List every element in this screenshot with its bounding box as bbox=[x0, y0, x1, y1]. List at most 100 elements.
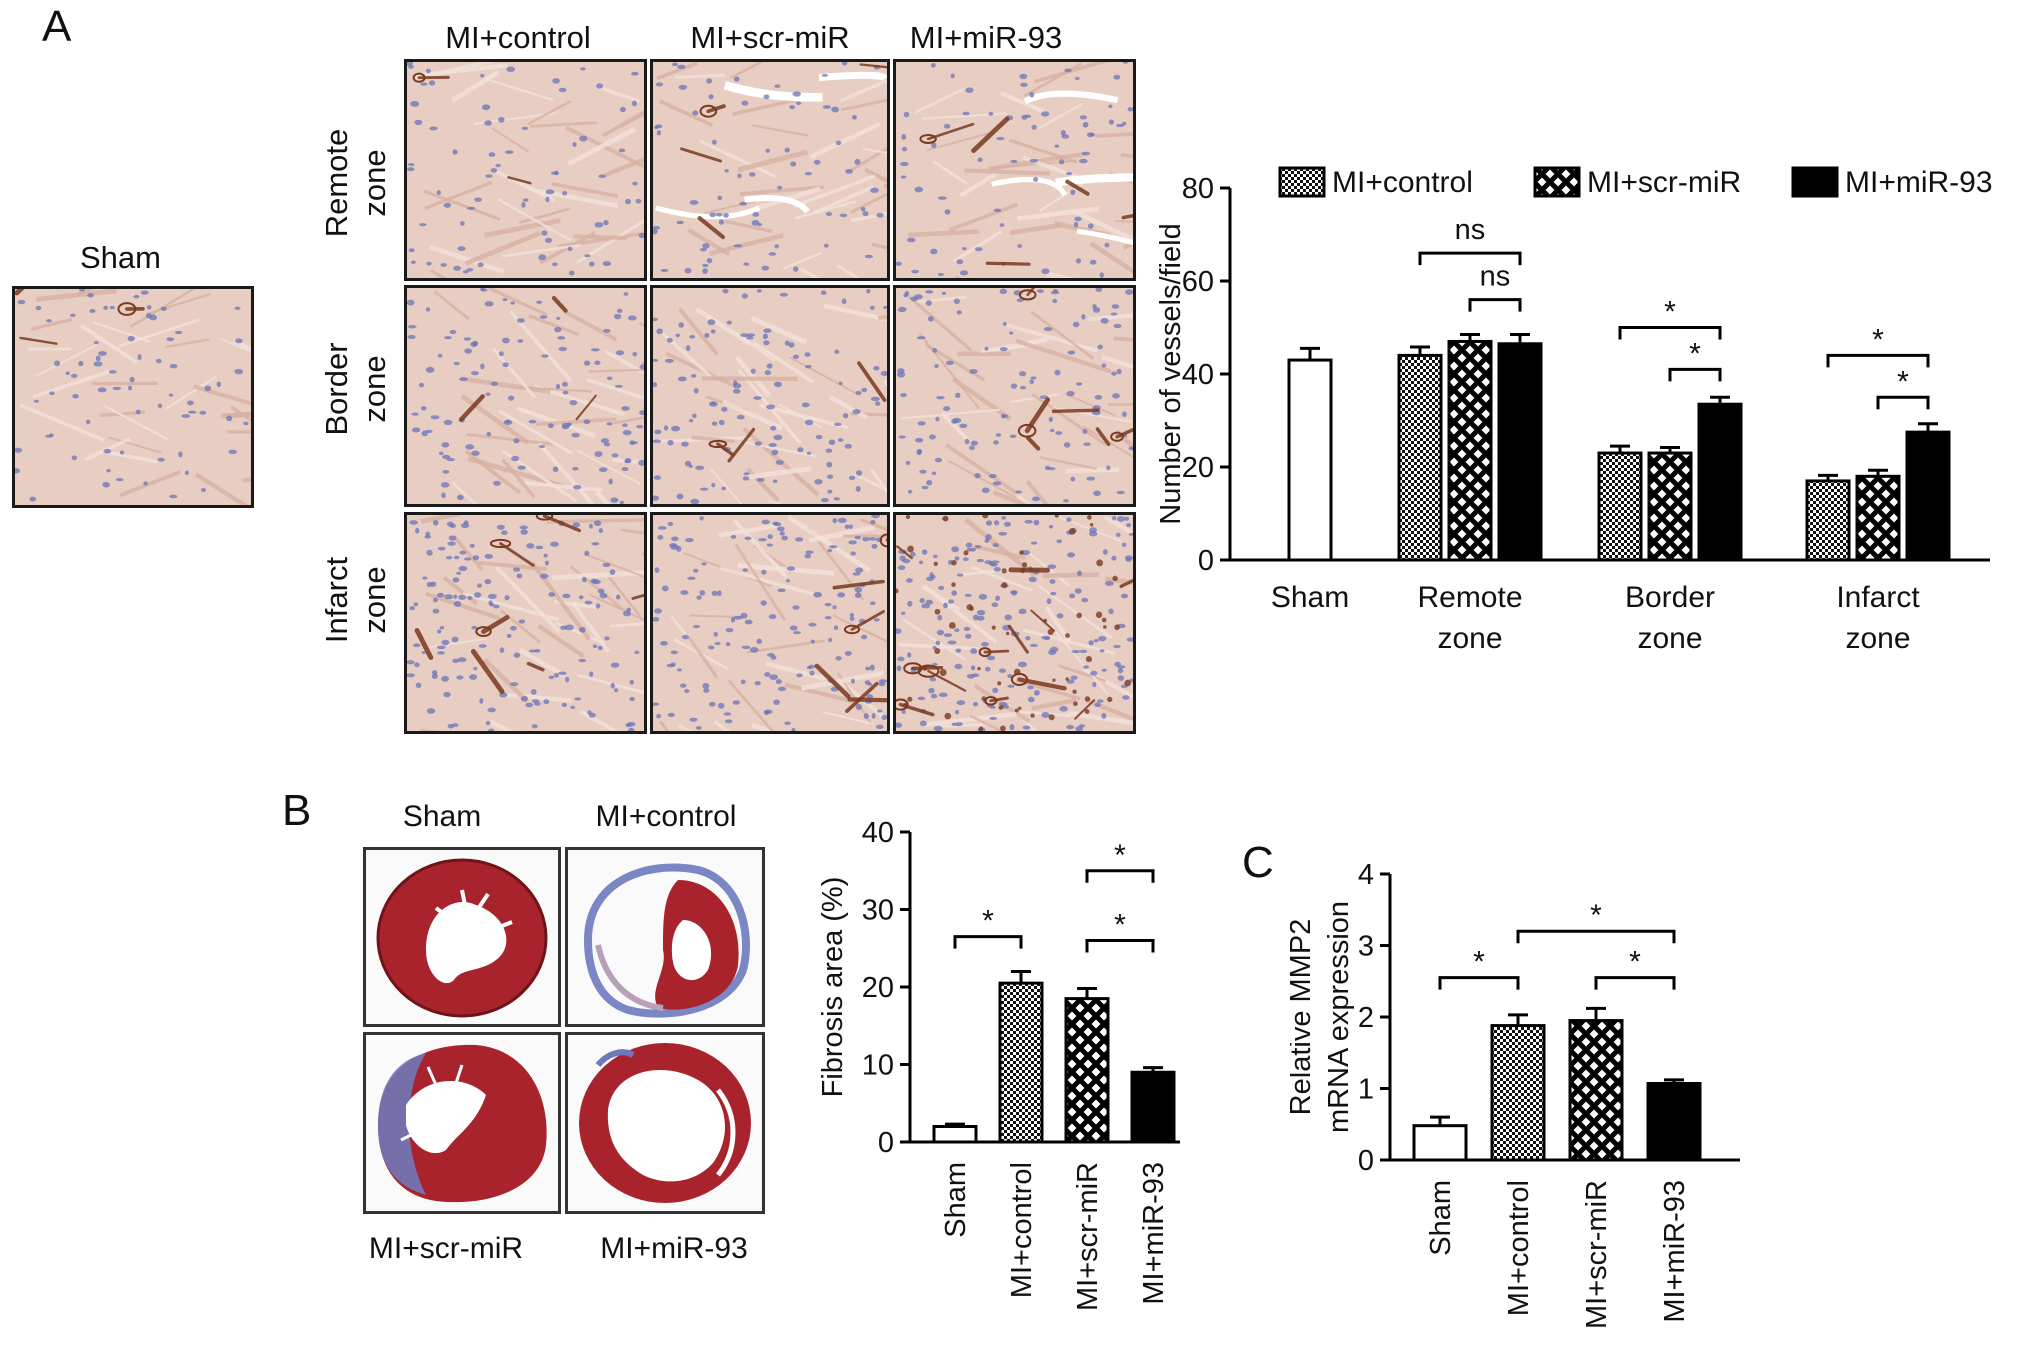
chart-a-sig-bracket bbox=[1418, 251, 1522, 266]
row-label-remote-zone: Remote zone bbox=[318, 88, 394, 278]
chart-c-ytick-label: 1 bbox=[1358, 1074, 1374, 1106]
heart-label-sham: Sham bbox=[402, 800, 482, 833]
chart-a-sig-bracket bbox=[1618, 326, 1722, 340]
row-label-infarct-zone: Infarct zone bbox=[318, 505, 394, 695]
chart-b-xtick-label: MI+scr-miR bbox=[1072, 1162, 1104, 1311]
row-label-border-line1: Border bbox=[319, 342, 354, 436]
row-label-border-line2: zone bbox=[357, 355, 392, 423]
chart-c-xtick-label: Sham bbox=[1425, 1180, 1457, 1256]
chart-a-legend-label: MI+control bbox=[1332, 166, 1473, 199]
row-label-remote-line2: zone bbox=[357, 149, 392, 217]
chart-mmp2-expression: 0 1 2 3 4 Relative MMP2 mRNA expression Sham MI+… bbox=[1290, 859, 1740, 1329]
row-label-border-zone: Border zone bbox=[318, 294, 394, 484]
chart-c-bar bbox=[1412, 1124, 1468, 1162]
chart-b-bar bbox=[932, 1125, 978, 1144]
chart-a-sig-bracket bbox=[1876, 395, 1930, 410]
chart-a-ytick-label: 60 bbox=[1182, 266, 1214, 298]
chart-a-sig-label: ns bbox=[1455, 214, 1486, 246]
micrograph-infarct-mi-mir93 bbox=[893, 512, 1136, 734]
chart-a-sig-label: * bbox=[1897, 365, 1909, 398]
chart-c-sig-bracket bbox=[1516, 929, 1676, 944]
chart-a-ytick-label: 20 bbox=[1182, 452, 1214, 484]
chart-b-xtick-label: MI+miR-93 bbox=[1138, 1162, 1170, 1305]
chart-b-ytick-label: 40 bbox=[862, 817, 894, 849]
chart-b-sig-bracket bbox=[953, 935, 1023, 949]
chart-c-sig-label: * bbox=[1473, 946, 1485, 979]
chart-b-bar bbox=[998, 981, 1044, 1144]
chart-b-ytick-label: 10 bbox=[862, 1050, 894, 1082]
chart-a-xtick-label: Border bbox=[1625, 581, 1715, 614]
chart-a-bar bbox=[1447, 339, 1493, 562]
chart-a-sig-bracket bbox=[1668, 367, 1722, 382]
panel-b-letter: B bbox=[282, 786, 312, 835]
column-header-mi-scr-mir: MI+scr-miR bbox=[690, 20, 850, 55]
micrograph-remote-mi-mir93 bbox=[893, 59, 1136, 281]
heart-label-mi-control: MI+control bbox=[595, 800, 737, 833]
chart-b-ylabel: Fibrosis area (%) bbox=[817, 877, 849, 1098]
chart-c-bar bbox=[1568, 1019, 1624, 1162]
chart-b-xtick-label: MI+control bbox=[1006, 1162, 1038, 1298]
chart-a-ytick-label: 80 bbox=[1182, 173, 1214, 205]
chart-c-bar bbox=[1490, 1024, 1546, 1162]
panel-a-letter: A bbox=[42, 2, 72, 51]
panel-c-letter: C bbox=[1242, 838, 1274, 887]
column-header-mi-mir93: MI+miR-93 bbox=[909, 20, 1063, 55]
row-label-infarct-line1: Infarct bbox=[319, 556, 354, 644]
chart-b-sig-label: * bbox=[1114, 909, 1126, 942]
chart-a-legend-swatch bbox=[1533, 166, 1581, 198]
chart-a-ytick-label: 40 bbox=[1182, 359, 1214, 391]
chart-a-bar bbox=[1855, 474, 1901, 562]
chart-a-xtick-label: zone bbox=[1845, 622, 1910, 655]
chart-a-xtick-label: Sham bbox=[1271, 581, 1349, 614]
heart-label-mi-scr-mir: MI+scr-miR bbox=[368, 1232, 524, 1265]
micrograph-remote-mi-scr-mir bbox=[650, 59, 890, 281]
chart-c-xtick-label: MI+control bbox=[1503, 1180, 1535, 1316]
row-label-infarct-line2: zone bbox=[357, 566, 392, 634]
chart-a-legend-swatch bbox=[1791, 166, 1839, 198]
chart-a-sig-label: * bbox=[1689, 337, 1701, 370]
chart-a-bar bbox=[1647, 451, 1693, 562]
chart-a-sig-label: ns bbox=[1480, 261, 1511, 293]
chart-c-ylabel: mRNA expression bbox=[1323, 901, 1355, 1133]
chart-a-xtick-label: zone bbox=[1437, 622, 1502, 655]
chart-a-xtick-label: Infarct bbox=[1836, 581, 1920, 614]
micrograph-border-mi-scr-mir bbox=[650, 285, 890, 507]
chart-a-ylabel: Number of vessels/field bbox=[1155, 223, 1187, 524]
sham-micrograph bbox=[12, 286, 254, 508]
heart-section-mi-mir93 bbox=[565, 1032, 765, 1214]
chart-vessels-per-field: 0 20 40 60 80 Number of vessels/field Sham Remo… bbox=[1155, 166, 1993, 655]
heart-section-mi-control bbox=[565, 847, 765, 1027]
chart-a-bar bbox=[1397, 353, 1443, 562]
micrograph-infarct-mi-control bbox=[404, 512, 647, 734]
chart-a-sig-bracket bbox=[1826, 353, 1930, 368]
column-header-mi-control: MI+control bbox=[445, 20, 591, 55]
chart-b-sig-bracket bbox=[1085, 939, 1155, 953]
chart-c-xtick-label: MI+miR-93 bbox=[1659, 1180, 1691, 1323]
micrograph-border-mi-control bbox=[404, 285, 647, 507]
chart-b-xtick-label: Sham bbox=[940, 1162, 972, 1238]
chart-c-ytick-label: 2 bbox=[1358, 1002, 1374, 1034]
chart-c-bar bbox=[1646, 1081, 1702, 1162]
row-label-remote-line1: Remote bbox=[319, 128, 354, 238]
chart-a-legend-label: MI+scr-miR bbox=[1587, 166, 1741, 199]
micrograph-infarct-mi-scr-mir bbox=[650, 512, 890, 734]
chart-a-sig-bracket bbox=[1468, 298, 1522, 312]
chart-a-sig-label: * bbox=[1872, 323, 1884, 356]
chart-c-ylabel: Relative MMP2 bbox=[1290, 919, 1317, 1116]
chart-a-ytick-label: 0 bbox=[1198, 545, 1214, 577]
chart-b-sig-label: * bbox=[1114, 839, 1126, 872]
chart-a-bar bbox=[1287, 358, 1333, 562]
micrograph-remote-mi-control bbox=[404, 59, 647, 281]
chart-b-sig-label: * bbox=[982, 905, 994, 938]
chart-b-ytick-label: 30 bbox=[862, 895, 894, 927]
chart-c-xtick-label: MI+scr-miR bbox=[1581, 1180, 1613, 1329]
chart-a-legend-swatch bbox=[1278, 166, 1326, 198]
micrograph-border-mi-mir93 bbox=[893, 285, 1136, 507]
chart-c-ytick-label: 3 bbox=[1358, 931, 1374, 963]
sham-label: Sham bbox=[80, 240, 161, 275]
chart-a-sig-label: * bbox=[1664, 296, 1676, 329]
chart-c-ytick-label: 0 bbox=[1358, 1145, 1374, 1177]
chart-c-sig-bracket bbox=[1594, 976, 1676, 990]
chart-c-sig-bracket bbox=[1438, 976, 1520, 990]
chart-b-bar bbox=[1130, 1070, 1176, 1144]
